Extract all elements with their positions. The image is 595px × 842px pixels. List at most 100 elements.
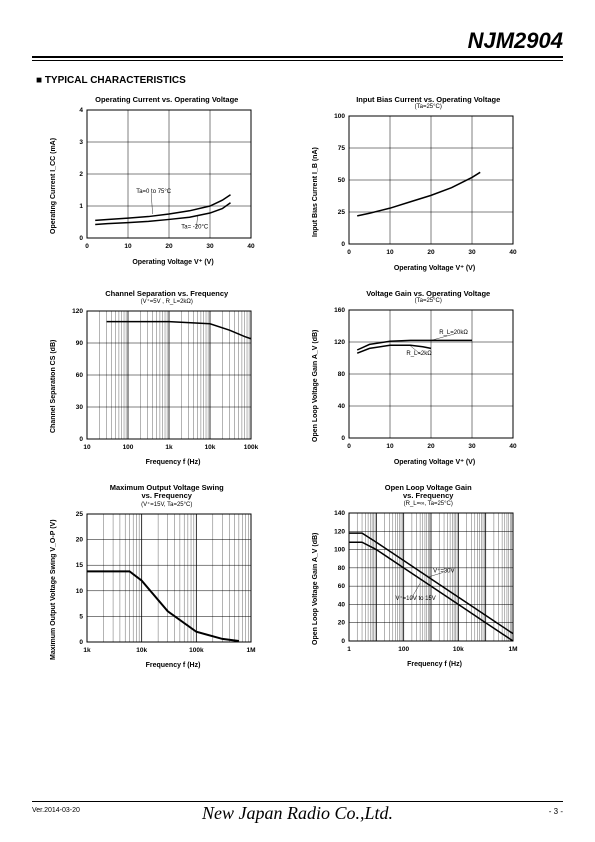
chart-c5: Maximum Output Voltage Swingvs. Frequenc… (48, 484, 286, 669)
svg-text:4: 4 (79, 107, 83, 114)
chart-svg-c4: R_L=20kΩR_L=2kΩ01020304004080120160 (321, 306, 521, 456)
svg-text:0: 0 (341, 638, 345, 645)
footer: New Japan Radio Co.,Ltd. Ver.2014-03-20 … (32, 801, 563, 825)
svg-text:10: 10 (386, 443, 394, 450)
ylabel: Input Bias Current I_B (nA) (310, 112, 321, 272)
svg-text:100k: 100k (189, 647, 204, 654)
chart-title: vs. Frequency (48, 492, 286, 500)
svg-text:160: 160 (334, 307, 345, 314)
svg-text:0: 0 (347, 443, 351, 450)
svg-text:5: 5 (79, 613, 83, 620)
svg-text:15: 15 (76, 562, 84, 569)
svg-text:100: 100 (334, 113, 345, 120)
xlabel: Operating Voltage V⁺ (V) (321, 264, 521, 272)
svg-text:1k: 1k (165, 444, 173, 451)
chart-svg-c5: 1k 10k 100k 1M 0 5 10 15 20 25 (59, 510, 259, 660)
xlabel: Frequency f (Hz) (321, 661, 521, 668)
svg-text:100: 100 (334, 546, 345, 553)
header-rule-thin (32, 60, 563, 61)
svg-text:20: 20 (165, 243, 173, 250)
svg-text:1: 1 (347, 646, 351, 653)
svg-text:10: 10 (386, 249, 394, 256)
svg-text:0: 0 (347, 249, 351, 256)
chart-c6: Open Loop Voltage Gainvs. Frequency(R_L=… (310, 484, 548, 669)
chart-c4: Voltage Gain vs. Operating Voltage(Ta=25… (310, 290, 548, 466)
svg-text:0: 0 (85, 243, 89, 250)
page-number: - 3 - (549, 807, 563, 816)
svg-text:R_L=20kΩ: R_L=20kΩ (439, 330, 468, 336)
svg-text:0: 0 (79, 639, 83, 646)
svg-text:80: 80 (337, 564, 345, 571)
svg-text:50: 50 (337, 177, 345, 184)
svg-text:25: 25 (337, 209, 345, 216)
svg-text:40: 40 (509, 249, 517, 256)
svg-text:Ta=0 to 75°C: Ta=0 to 75°C (136, 189, 172, 195)
company-name: New Japan Radio Co.,Ltd. (32, 803, 563, 824)
svg-text:60: 60 (337, 583, 345, 590)
svg-text:10k: 10k (205, 444, 216, 451)
svg-text:120: 120 (72, 308, 83, 315)
chart-subtitle: (Ta=25°C) (310, 298, 548, 304)
svg-text:Ta= -20°C: Ta= -20°C (181, 224, 209, 230)
charts-grid: Operating Current vs. Operating Voltage … (32, 96, 563, 669)
svg-text:20: 20 (76, 536, 84, 543)
chart-title: Operating Current vs. Operating Voltage (48, 96, 286, 104)
svg-text:140: 140 (334, 510, 345, 517)
svg-text:R_L=2kΩ: R_L=2kΩ (406, 351, 432, 357)
ylabel: Open Loop Voltage Gain A_V (dB) (310, 509, 321, 668)
plot-area: Ta=0 to 75°C Ta= -20°C 0 10 20 30 40 0 1 2 3 4 Oper… (59, 106, 259, 266)
svg-text:30: 30 (76, 404, 84, 411)
svg-text:V⁺=10V to 15V: V⁺=10V to 15V (395, 594, 435, 601)
chart-svg-c1: Ta=0 to 75°C Ta= -20°C 0 10 20 30 40 0 1 2 3 4 (59, 106, 259, 256)
svg-text:40: 40 (247, 243, 255, 250)
svg-text:10k: 10k (452, 646, 463, 653)
svg-text:20: 20 (337, 619, 345, 626)
svg-text:1: 1 (79, 203, 83, 210)
plot-area: 1k 10k 100k 1M 0 5 10 15 20 25 Frequency f (Hz) (59, 510, 259, 669)
svg-text:10: 10 (124, 243, 132, 250)
svg-text:30: 30 (468, 249, 476, 256)
svg-text:1k: 1k (83, 647, 91, 654)
svg-text:10: 10 (76, 587, 84, 594)
ylabel: Open Loop Voltage Gain A_V (dB) (310, 306, 321, 466)
chart-c1: Operating Current vs. Operating Voltage … (48, 96, 286, 272)
chart-subtitle: (V⁺=5V , R_L=2kΩ) (48, 298, 286, 305)
svg-text:80: 80 (337, 371, 345, 378)
svg-text:100: 100 (123, 444, 134, 451)
svg-text:0: 0 (341, 435, 345, 442)
svg-text:3: 3 (79, 139, 83, 146)
svg-text:120: 120 (334, 339, 345, 346)
plot-area: 101001k10k100k0306090120 Frequency f (Hz… (59, 307, 259, 466)
svg-text:1M: 1M (508, 646, 517, 653)
part-number: NJM2904 (32, 28, 563, 54)
ylabel: Operating Current I_CC (mA) (48, 106, 59, 266)
svg-text:10k: 10k (136, 647, 147, 654)
xlabel: Frequency f (Hz) (59, 662, 259, 669)
section-title: ■ TYPICAL CHARACTERISTICS (36, 75, 563, 86)
svg-text:2: 2 (79, 171, 83, 178)
xlabel: Operating Voltage V⁺ (V) (321, 458, 521, 466)
svg-text:30: 30 (468, 443, 476, 450)
svg-text:30: 30 (206, 243, 214, 250)
chart-title: vs. Frequency (310, 492, 548, 500)
chart-c3: Channel Separation vs. Frequency(V⁺=5V ,… (48, 290, 286, 466)
svg-text:20: 20 (427, 249, 435, 256)
svg-text:100: 100 (398, 646, 409, 653)
xlabel: Operating Voltage V⁺ (V) (59, 258, 259, 266)
svg-text:40: 40 (337, 403, 345, 410)
plot-area: 0 10 20 30 40 0 25 50 75 100 Operating Voltage V⁺… (321, 112, 521, 272)
svg-text:40: 40 (337, 601, 345, 608)
svg-text:90: 90 (76, 340, 84, 347)
xlabel: Frequency f (Hz) (59, 459, 259, 466)
svg-text:1M: 1M (246, 647, 255, 654)
svg-text:75: 75 (337, 145, 345, 152)
svg-text:60: 60 (76, 372, 84, 379)
ylabel: Maximum Output Voltage Swing V_O-P (V) (48, 510, 59, 669)
chart-svg-c6: V⁺=30VV⁺=10V to 15V110010k1M020406080100… (321, 509, 521, 659)
svg-text:0: 0 (341, 241, 345, 248)
svg-text:0: 0 (79, 235, 83, 242)
chart-c2: Input Bias Current vs. Operating Voltage… (310, 96, 548, 272)
plot-area: V⁺=30VV⁺=10V to 15V110010k1M020406080100… (321, 509, 521, 668)
chart-title: Voltage Gain vs. Operating Voltage (310, 290, 548, 298)
svg-text:25: 25 (76, 511, 84, 518)
